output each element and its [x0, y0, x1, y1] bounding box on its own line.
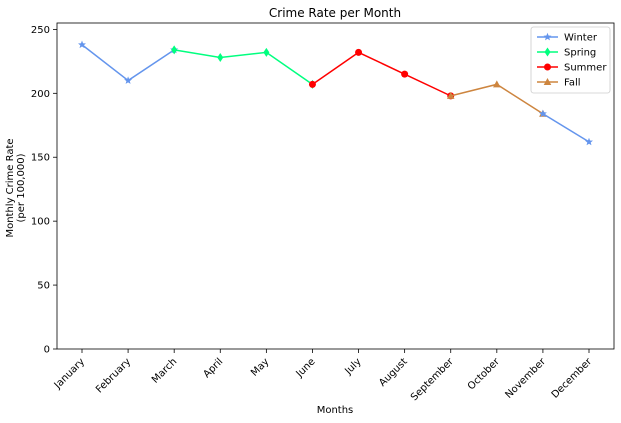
- data-point-april: [217, 53, 224, 63]
- legend-entry-summer: Summer: [537, 63, 607, 74]
- data-point-august: [401, 70, 409, 78]
- data-point-november: [538, 109, 547, 118]
- plot-background: [57, 23, 614, 349]
- x-tick-label: June: [294, 356, 318, 380]
- y-tick-label: 0: [44, 345, 50, 356]
- y-tick-label: 150: [31, 153, 50, 164]
- plot-frame: [56, 22, 615, 350]
- series-line-winter: [542, 113, 590, 143]
- x-tick-label: December: [550, 356, 595, 401]
- data-point-march: [171, 45, 178, 55]
- x-tick-label: September: [409, 356, 456, 403]
- data-point-may: [263, 47, 270, 57]
- y-axis-title-line-1: Monthly Crime Rate: [5, 138, 16, 237]
- y-tick-label: 50: [37, 281, 50, 292]
- legend-label: Fall: [564, 78, 581, 89]
- x-tick-label: February: [94, 356, 133, 395]
- series-layer: [78, 40, 593, 146]
- x-tick-label: October: [466, 356, 503, 393]
- data-point-december: [585, 137, 593, 146]
- data-point-february: [124, 76, 133, 84]
- x-tick-label: May: [249, 356, 271, 378]
- data-point-july: [355, 48, 363, 56]
- plot-area: [57, 23, 614, 349]
- x-tick-label: August: [377, 356, 410, 389]
- y-tick-label: 100: [31, 217, 50, 228]
- y-tick-label: 250: [31, 25, 50, 36]
- legend-entry-winter: Winter: [537, 33, 598, 44]
- series-winter-4: [538, 109, 593, 146]
- legend: Winter Spring Summer Fall: [530, 26, 611, 94]
- data-point-june: [308, 80, 316, 88]
- legend-entry-fall: Fall: [537, 78, 581, 89]
- legend-label: Winter: [564, 33, 598, 44]
- x-tick-label: November: [503, 356, 548, 401]
- legend-box: [530, 26, 611, 94]
- legend-entry-spring: Spring: [537, 47, 596, 59]
- y-axis-title-line-2: (per 100,000): [16, 153, 27, 222]
- data-point-january: [78, 40, 86, 49]
- legend-swatch-marker: [543, 78, 552, 85]
- data-point-october: [493, 80, 501, 88]
- legend-label: Spring: [564, 48, 596, 59]
- chart-title: Crime Rate per Month: [269, 6, 401, 20]
- x-axis-title: Months: [317, 405, 354, 416]
- x-tick-label: March: [150, 356, 179, 385]
- data-point-september: [446, 91, 455, 99]
- legend-swatch-marker: [543, 32, 552, 41]
- y-tick-label: 200: [31, 89, 50, 100]
- series-line-summer: [312, 51, 452, 97]
- x-tick-label: July: [342, 356, 363, 377]
- x-tick-label: April: [201, 356, 225, 380]
- x-tick-label: January: [52, 356, 87, 391]
- legend-swatch-marker: [544, 63, 551, 71]
- series-line-spring: [174, 49, 313, 85]
- legend-swatch-marker: [544, 47, 551, 57]
- legend-label: Summer: [564, 63, 607, 74]
